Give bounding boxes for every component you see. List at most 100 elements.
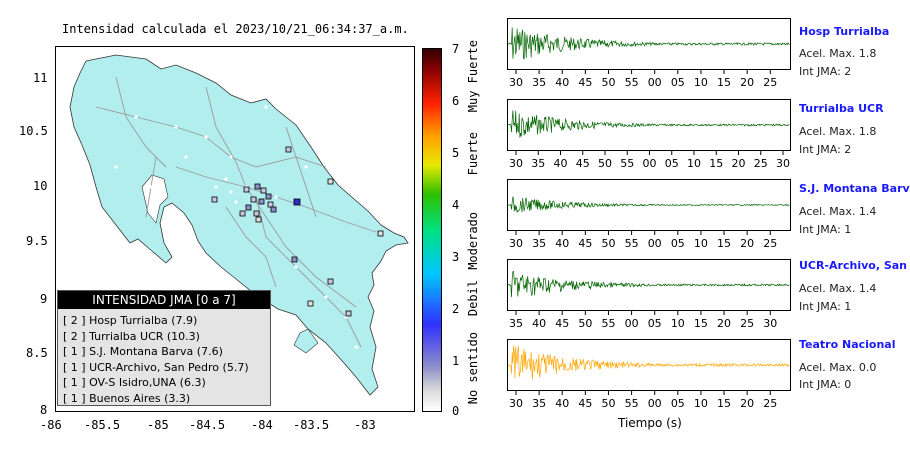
time-tick-label: 55: [620, 157, 634, 170]
osa-peninsula: [293, 328, 319, 354]
nicoya-gulf: [141, 174, 169, 224]
station-jma: Int JMA: 2: [799, 143, 852, 156]
time-tick-label: 20: [740, 76, 754, 89]
waveform-trace: [508, 196, 790, 214]
time-tick-label: 40: [532, 317, 546, 330]
time-tick-label: 50: [598, 157, 612, 170]
station-jma: Int JMA: 2: [799, 65, 852, 78]
time-tick-label: 30: [776, 157, 790, 170]
time-tick-label: 25: [754, 157, 768, 170]
station-jma: Int JMA: 1: [799, 223, 852, 236]
station-jma: Int JMA: 0: [799, 378, 852, 391]
scale-number: 6: [452, 94, 460, 108]
station-accel: Acel. Max. 0.0: [799, 361, 877, 374]
scale-number: 5: [452, 146, 460, 160]
station-name: Turrialba UCR: [799, 102, 884, 115]
scale-number: 0: [452, 404, 460, 418]
time-tick-label: 20: [740, 397, 754, 410]
waveform-trace: [508, 271, 790, 298]
time-tick-label: 00: [648, 76, 662, 89]
time-tick-label: 35: [532, 76, 546, 89]
waveform-panel-hosp-turrialba: [507, 18, 791, 70]
costa-rica-landmass: [69, 54, 409, 396]
time-tick-label: 20: [732, 157, 746, 170]
station-name: S.J. Montana Barva: [799, 182, 910, 195]
time-tick-label: 55: [625, 76, 639, 89]
station-accel: Acel. Max. 1.4: [799, 282, 877, 295]
scale-word-debil: Debil: [466, 280, 480, 317]
legend-item: [ 1 ] UCR-Archivo, San Pedro (5.7): [63, 360, 249, 374]
time-axis: 30 35 40 45 50 55 00 05 10 15 20 25: [509, 231, 777, 250]
y-tick: 10.5: [19, 124, 48, 138]
time-tick-label: 35: [532, 397, 546, 410]
time-tick-label: 00: [643, 157, 657, 170]
x-tick: -83: [354, 418, 376, 432]
waveform-panel-sj-montana-barva: [507, 179, 791, 231]
x-tick: -86: [40, 418, 62, 432]
time-tick-label: 05: [665, 157, 679, 170]
scale-word-muy-fuerte: Muy Fuerte: [466, 40, 480, 113]
time-tick-label: 25: [763, 237, 777, 250]
time-tick-label: 10: [694, 76, 708, 89]
waveform-panel-teatro-nacional: [507, 339, 791, 391]
time-tick-label: 00: [648, 237, 662, 250]
time-tick-label: 05: [671, 237, 685, 250]
time-tick-label: 30: [509, 397, 523, 410]
map-title: Intensidad calculada el 2023/10/21_06:34…: [62, 22, 409, 36]
time-tick-label: 40: [555, 237, 569, 250]
time-tick-label: 50: [578, 317, 592, 330]
time-tick-label: 20: [740, 237, 754, 250]
time-tick-label: 05: [648, 317, 662, 330]
scale-number: 2: [452, 302, 460, 316]
waveform-panel-turrialba-ucr: [507, 99, 791, 151]
time-tick-label: 40: [555, 397, 569, 410]
waveform-panel-ucr-archivo: [507, 259, 791, 311]
time-tick-label: 40: [554, 157, 568, 170]
x-tick: -84.5: [189, 418, 226, 432]
time-tick-label: 15: [717, 397, 731, 410]
y-tick: 9.5: [26, 234, 48, 248]
y-tick: 8.5: [26, 346, 48, 360]
legend-item: [ 1 ] Buenos Aires (3.3): [63, 391, 191, 405]
legend-item: [ 2 ] Hosp Turrialba (7.9): [63, 314, 198, 327]
time-tick-label: 10: [671, 317, 685, 330]
x-tick: -85.5: [84, 418, 121, 432]
scale-number: 1: [452, 354, 460, 368]
time-axis: 35 40 45 50 55 00 05 10 15 20 25 30: [509, 311, 777, 330]
time-tick-label: 10: [694, 397, 708, 410]
waveform-line: [508, 27, 790, 60]
time-tick-label: 30: [509, 237, 523, 250]
legend-item: [ 1 ] OV-S Isidro,UNA (6.3): [63, 376, 206, 389]
time-tick-label: 00: [648, 397, 662, 410]
time-tick-label: 45: [578, 76, 592, 89]
time-tick-label: 10: [694, 237, 708, 250]
time-tick-label: 35: [531, 157, 545, 170]
waveform-trace: [508, 110, 790, 138]
time-tick-label: 30: [509, 76, 523, 89]
scale-number: 3: [452, 250, 460, 264]
station-jma: Int JMA: 1: [799, 300, 852, 313]
legend-item: [ 1 ] S.J. Montana Barva (7.6): [63, 345, 223, 358]
time-tick-label: 45: [578, 237, 592, 250]
time-tick-label: 45: [576, 157, 590, 170]
time-tick-label: 50: [601, 397, 615, 410]
time-tick-label: 55: [601, 317, 615, 330]
scale-number: 4: [452, 198, 460, 212]
time-tick-label: 50: [601, 237, 615, 250]
time-tick-label: 20: [717, 317, 731, 330]
y-tick: 8: [40, 403, 48, 417]
scale-word-fuerte: Fuerte: [466, 132, 480, 176]
time-tick-label: 10: [687, 157, 701, 170]
station-accel: Acel. Max. 1.8: [799, 47, 877, 60]
station-markers: [211, 146, 384, 317]
x-tick: -83.5: [293, 418, 330, 432]
time-tick-label: 05: [671, 397, 685, 410]
scale-number: 7: [452, 42, 460, 56]
time-tick-label: 45: [578, 397, 592, 410]
y-tick: 9: [40, 292, 48, 306]
station-accel: Acel. Max. 1.4: [799, 205, 877, 218]
time-axis: 30 35 40 45 50 55 00 05 10 15 20 25: [509, 391, 777, 410]
y-tick: 11: [33, 71, 48, 85]
waveform-trace: [508, 345, 790, 380]
intensity-legend: INTENSIDAD JMA [0 a 7] [ 2 ] Hosp Turria…: [57, 290, 271, 406]
